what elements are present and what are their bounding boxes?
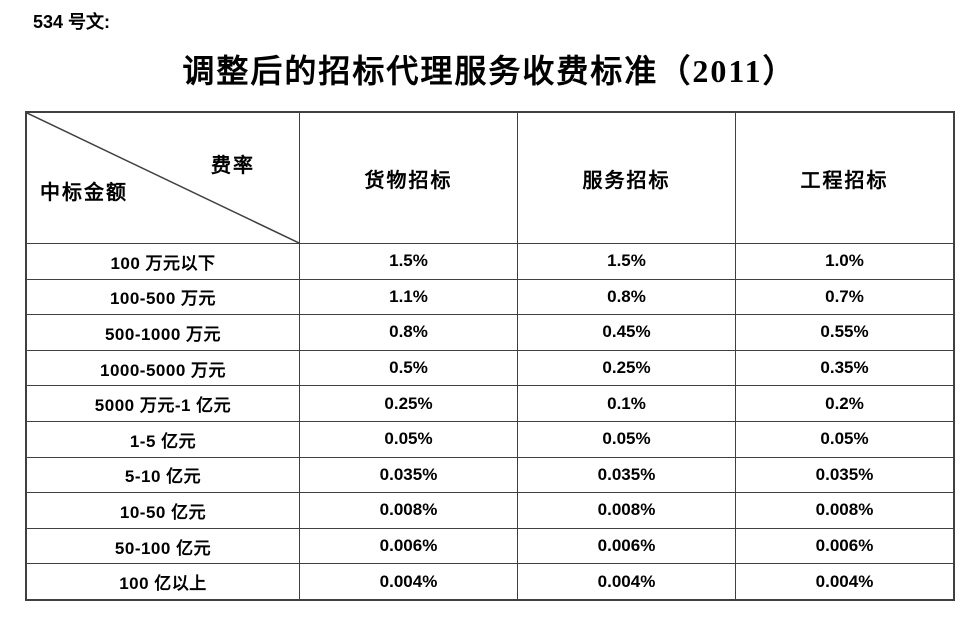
table-row: 50-100 亿元 0.006% 0.006% 0.006% [25,527,955,565]
rate-cell: 0.2% [735,385,955,422]
rate-cell: 0.25% [299,385,518,422]
rate-cell: 0.006% [735,527,955,565]
rate-cell: 0.004% [735,563,955,601]
row-label: 500-1000 万元 [25,314,300,351]
table-header-row: 费率 中标金额 货物招标 服务招标 工程招标 [25,111,955,244]
column-header-service-bidding: 服务招标 [517,111,736,244]
rate-cell: 0.05% [299,420,518,458]
table-row: 100 万元以下 1.5% 1.5% 1.0% [25,243,955,280]
row-label: 100 亿以上 [25,563,300,601]
rate-cell: 0.006% [299,527,518,565]
table-row: 5-10 亿元 0.035% 0.035% 0.035% [25,456,955,494]
rate-cell: 1.0% [735,243,955,280]
table-row: 5000 万元-1 亿元 0.25% 0.1% 0.2% [25,385,955,422]
rate-cell: 0.5% [299,349,518,387]
rate-cell: 0.35% [735,349,955,387]
rate-cell: 0.8% [517,278,736,316]
row-label: 5000 万元-1 亿元 [25,385,300,422]
rate-cell: 0.45% [517,314,736,351]
doc-number: 534 号文: [33,12,111,32]
rate-cell: 0.035% [299,456,518,494]
corner-label-amount: 中标金额 [40,182,128,204]
rate-cell: 0.008% [517,492,736,529]
table-row: 1000-5000 万元 0.5% 0.25% 0.35% [25,349,955,387]
rate-cell: 0.05% [517,420,736,458]
rate-cell: 0.006% [517,527,736,565]
row-label: 1000-5000 万元 [25,349,300,387]
corner-label-rate: 费率 [211,155,255,177]
row-label: 5-10 亿元 [25,456,300,494]
rate-cell: 1.5% [299,243,518,280]
rate-cell: 0.25% [517,349,736,387]
diagonal-divider-line [27,113,299,243]
corner-header-cell: 费率 中标金额 [25,111,300,244]
page-title: 调整后的招标代理服务收费标准（2011） [182,53,797,89]
rate-cell: 0.1% [517,385,736,422]
rate-cell: 0.035% [517,456,736,494]
row-label: 1-5 亿元 [25,420,300,458]
rate-cell: 0.8% [299,314,518,351]
table-row: 1-5 亿元 0.05% 0.05% 0.05% [25,420,955,458]
rate-cell: 1.1% [299,278,518,316]
table-row: 100 亿以上 0.004% 0.004% 0.004% [25,563,955,601]
rate-cell: 0.7% [735,278,955,316]
rate-cell: 0.05% [735,420,955,458]
column-header-engineering-bidding: 工程招标 [735,111,955,244]
rate-cell: 0.008% [735,492,955,529]
row-label: 50-100 亿元 [25,527,300,565]
rate-cell: 0.004% [517,563,736,601]
row-label: 10-50 亿元 [25,492,300,529]
rate-cell: 0.008% [299,492,518,529]
rate-cell: 0.004% [299,563,518,601]
fee-rate-table: 费率 中标金额 货物招标 服务招标 工程招标 100 万元以下 1.5% 1.5… [25,111,955,601]
table-row: 500-1000 万元 0.8% 0.45% 0.55% [25,314,955,351]
table-row: 10-50 亿元 0.008% 0.008% 0.008% [25,492,955,529]
column-header-goods-bidding: 货物招标 [299,111,518,244]
row-label: 100 万元以下 [25,243,300,280]
rate-cell: 0.55% [735,314,955,351]
table-row: 100-500 万元 1.1% 0.8% 0.7% [25,278,955,316]
rate-cell: 1.5% [517,243,736,280]
rate-cell: 0.035% [735,456,955,494]
row-label: 100-500 万元 [25,278,300,316]
